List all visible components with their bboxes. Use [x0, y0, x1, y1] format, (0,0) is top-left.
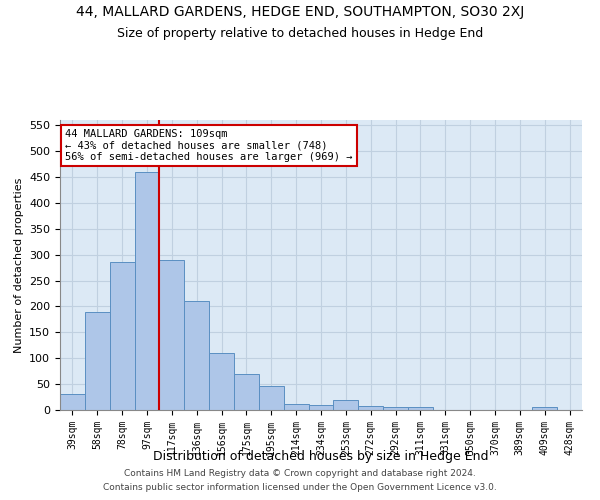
Bar: [85, 312, 110, 410]
Text: Distribution of detached houses by size in Hedge End: Distribution of detached houses by size …: [153, 450, 489, 463]
Bar: [259, 386, 284, 410]
Text: Contains public sector information licensed under the Open Government Licence v3: Contains public sector information licen…: [103, 484, 497, 492]
Text: Contains HM Land Registry data © Crown copyright and database right 2024.: Contains HM Land Registry data © Crown c…: [124, 468, 476, 477]
Bar: [160, 260, 184, 410]
Bar: [234, 374, 259, 410]
Bar: [110, 262, 134, 410]
Bar: [408, 408, 433, 410]
Bar: [134, 172, 160, 410]
Bar: [383, 407, 408, 410]
Bar: [184, 301, 209, 410]
Bar: [334, 400, 358, 410]
Text: Size of property relative to detached houses in Hedge End: Size of property relative to detached ho…: [117, 28, 483, 40]
Bar: [358, 406, 383, 410]
Bar: [532, 408, 557, 410]
Bar: [308, 405, 334, 410]
Text: 44, MALLARD GARDENS, HEDGE END, SOUTHAMPTON, SO30 2XJ: 44, MALLARD GARDENS, HEDGE END, SOUTHAMP…: [76, 5, 524, 19]
Bar: [60, 394, 85, 410]
Text: 44 MALLARD GARDENS: 109sqm
← 43% of detached houses are smaller (748)
56% of sem: 44 MALLARD GARDENS: 109sqm ← 43% of deta…: [65, 128, 353, 162]
Bar: [284, 404, 308, 410]
Y-axis label: Number of detached properties: Number of detached properties: [14, 178, 23, 352]
Bar: [209, 353, 234, 410]
